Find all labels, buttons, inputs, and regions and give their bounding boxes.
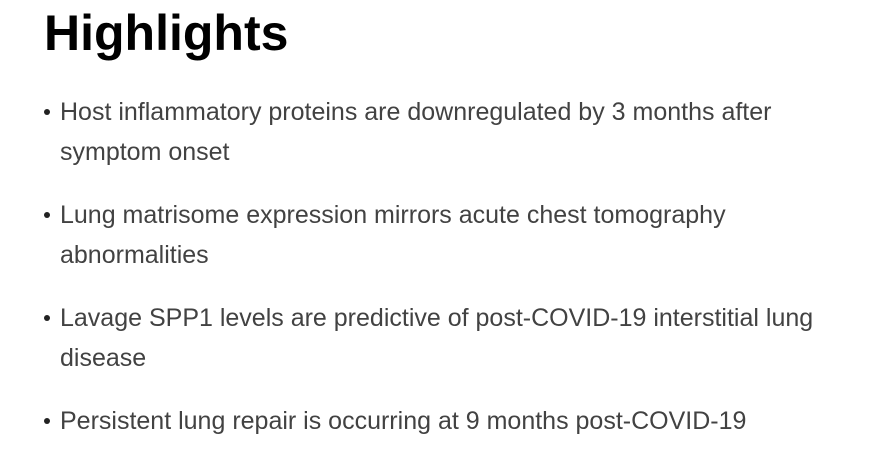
bullet-icon [44,315,50,321]
page-title: Highlights [44,5,289,61]
list-item: Host inflammatory proteins are downregul… [44,92,850,172]
list-item-text: Host inflammatory proteins are downregul… [60,98,772,166]
list-item: Lavage SPP1 levels are predictive of pos… [44,298,850,378]
list-item-text: Lavage SPP1 levels are predictive of pos… [60,304,814,372]
bullet-icon [44,109,50,115]
list-item: Lung matrisome expression mirrors acute … [44,195,850,275]
bullet-icon [44,418,50,424]
list-item-text: Lung matrisome expression mirrors acute … [60,201,726,269]
list-item: Persistent lung repair is occurring at 9… [44,401,850,441]
bullet-icon [44,212,50,218]
highlights-section: Highlights Host inflammatory proteins ar… [44,5,888,441]
list-item-text: Persistent lung repair is occurring at 9… [60,407,747,435]
highlights-list: Host inflammatory proteins are downregul… [44,92,888,441]
